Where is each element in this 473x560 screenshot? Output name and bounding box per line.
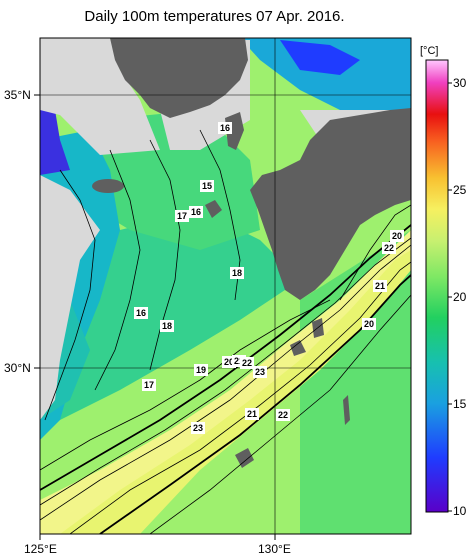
lon-label-130: 130°E (258, 542, 291, 556)
colorbar-unit: [°C] (420, 45, 438, 57)
japan-sea-cold (280, 40, 360, 75)
colorbar-tick: 15 (453, 397, 467, 411)
contour-label: 22 (242, 358, 252, 368)
colorbar-tick: 10 (453, 504, 467, 518)
contour-label: 20 (392, 231, 402, 241)
contour-label: 20 (364, 319, 374, 329)
yellow-sea-cold (40, 110, 70, 175)
contour-label: 16 (191, 207, 201, 217)
contour-label: 19 (196, 365, 206, 375)
axis-ticks (34, 94, 276, 540)
contour-label: 21 (375, 281, 385, 291)
land-koshiki (290, 340, 306, 356)
land-island-east (343, 395, 350, 425)
contour-label: 22 (384, 243, 394, 253)
map-title: Daily 100m temperatures 07 Apr. 2016. (84, 8, 345, 25)
colorbar-tick: 30 (453, 76, 467, 90)
nodata-west (40, 175, 100, 420)
land-korea (110, 38, 248, 118)
land-jeju (92, 179, 124, 193)
map-frame (39, 37, 412, 535)
contour-label: 18 (162, 321, 172, 331)
lon-label-125: 125°E (24, 542, 57, 556)
contour-label: 21 (234, 356, 244, 366)
contour-label: 23 (255, 367, 265, 377)
contour-label: 18 (232, 268, 242, 278)
kuroshio-band (40, 230, 411, 534)
contour-label: 22 (278, 410, 288, 420)
map-area (40, 38, 411, 534)
japan-sea (240, 38, 411, 110)
land-kyushu (250, 108, 411, 300)
land-amami (235, 448, 254, 468)
contour-label: 16 (136, 308, 146, 318)
colorbar-ramp (425, 59, 449, 513)
land-tsushima (225, 112, 244, 150)
ocean-east (300, 230, 411, 534)
colorbar-tick: 20 (453, 290, 467, 304)
contour-label-group: 16 15 17 16 18 16 18 17 19 20 21 22 23 2… (134, 122, 404, 434)
nodata-north (40, 38, 160, 155)
contour-label: 17 (144, 380, 154, 390)
colorbar-tick: 25 (453, 183, 467, 197)
contour-label: 21 (247, 409, 257, 419)
contour-label: 15 (202, 181, 212, 191)
lat-label-30: 30°N (4, 361, 31, 375)
land-goto (205, 200, 222, 218)
contour-label: 17 (177, 211, 187, 221)
contour-lines (40, 129, 411, 534)
contour-label: 20 (224, 357, 234, 367)
contour-label: 23 (193, 423, 203, 433)
colorbar: [°C] 30 25 20 15 10 (420, 45, 467, 518)
contour-label: 16 (220, 123, 230, 133)
lat-label-35: 35°N (4, 88, 31, 102)
